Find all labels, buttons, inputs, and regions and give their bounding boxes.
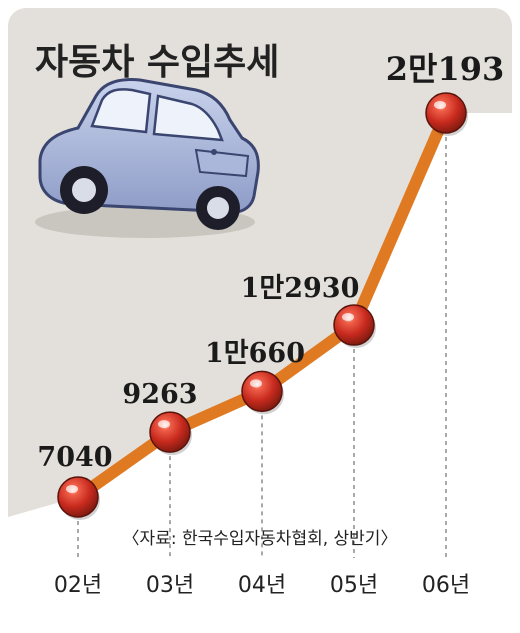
x-tick-label: 03년	[146, 573, 194, 598]
data-label: 2만193	[386, 50, 505, 88]
x-tick-label: 04년	[238, 573, 286, 598]
x-tick-label: 05년	[330, 573, 378, 598]
markers	[57, 92, 468, 520]
x-tick-label: 06년	[422, 573, 470, 598]
data-point	[57, 476, 100, 520]
x-axis-labels: 02년 03년 04년 05년 06년	[54, 573, 470, 598]
source-note: 〈자료: 한국수입자동차협회, 상반기〉	[123, 529, 398, 549]
data-label: 1만2930	[241, 273, 360, 304]
data-point	[425, 92, 468, 136]
data-label: 7040	[37, 442, 112, 473]
value-labels: 7040 9263 1만660 1만2930 2만193	[37, 50, 504, 473]
x-tick-label: 02년	[54, 573, 102, 598]
data-label: 9263	[122, 379, 197, 410]
data-point	[241, 370, 284, 415]
data-point	[149, 411, 192, 456]
car-icon	[35, 78, 260, 238]
data-point	[333, 304, 376, 349]
data-label: 1만660	[205, 338, 305, 369]
area-under-line	[8, 113, 512, 556]
chart-title: 자동차 수입추세	[35, 42, 279, 83]
